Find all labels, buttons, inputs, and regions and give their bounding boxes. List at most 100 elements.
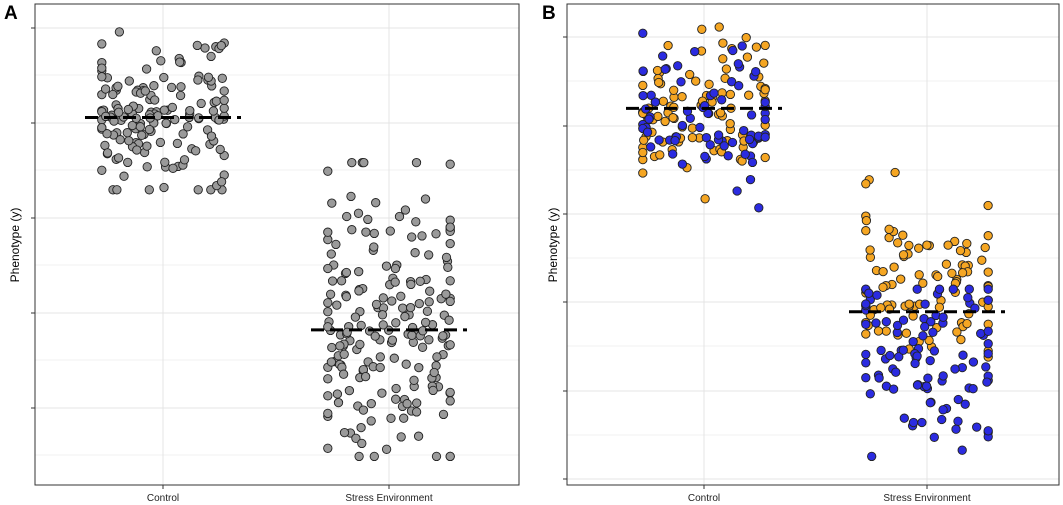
panel-a-point-0-108 <box>123 157 133 168</box>
panel-a-point-1-89 <box>443 262 453 272</box>
panel-a-point-1-165 <box>445 451 455 462</box>
panel-a-point-1-57 <box>342 211 352 222</box>
panel-b-point-0-76 <box>638 80 648 91</box>
panel-a-point-1-150 <box>445 387 455 398</box>
panel-b-point-0-73 <box>669 85 679 95</box>
panel-b-point-0-29 <box>741 32 751 43</box>
panel-a-y-axis-label: Phenotype (y) <box>8 208 22 283</box>
panel-a-point-1-2 <box>407 232 417 242</box>
panel-b-point-2-91 <box>890 167 900 178</box>
panel-b-point-2-21 <box>914 243 924 253</box>
panel-a-point-1-159 <box>346 191 356 202</box>
panel-b-point-3-95 <box>983 284 993 294</box>
panel-a-point-0-141 <box>108 89 118 100</box>
panel-b-point-2-37 <box>952 327 962 337</box>
panel-a-point-1-121 <box>420 194 431 204</box>
panel-a-point-1-54 <box>385 226 395 236</box>
panel-a-point-0-83 <box>124 136 134 146</box>
panel-a-border <box>34 3 520 486</box>
panel-b-points <box>638 22 993 462</box>
panel-a-xtick-label-stress: Stress Environment <box>345 493 432 504</box>
panel-b-point-3-97 <box>938 312 948 322</box>
panel-b-point-2-40 <box>861 179 871 189</box>
panel-a-point-1-192 <box>338 369 349 379</box>
panel-b-point-1-22 <box>737 41 747 51</box>
panel-a-point-1-29 <box>332 389 343 399</box>
panel-a-point-1-135 <box>445 276 455 286</box>
panel-b-point-1-24 <box>745 174 756 185</box>
panel-b-point-3-53 <box>892 320 903 331</box>
panel-a-point-0-103 <box>196 98 206 109</box>
panel-b-point-1-30 <box>746 110 757 120</box>
panel-a-point-0-98 <box>166 82 177 93</box>
panel-b-letter: B <box>542 3 556 24</box>
panel-a-point-1-93 <box>411 407 422 417</box>
panel-b-point-0-27 <box>718 38 728 48</box>
panel-a-point-1-26 <box>445 238 455 249</box>
panel-a-point-1-14 <box>396 432 406 442</box>
panel-a-point-0-84 <box>142 162 152 172</box>
panel-b-point-3-58 <box>948 284 958 294</box>
panel-b-point-1-47 <box>744 134 755 145</box>
panel-b-point-3-56 <box>964 284 974 294</box>
panel-b-point-1-74 <box>713 130 724 140</box>
panel-b-point-2-58 <box>889 262 899 272</box>
panel-a-point-1-39 <box>327 342 337 353</box>
panel-a-point-1-182 <box>353 208 364 218</box>
panel-a: A Phenotype (y) Control Stress Environme… <box>4 3 520 504</box>
panel-a-point-0-80 <box>219 103 229 113</box>
panel-b-y-axis-label: Phenotype (y) <box>546 208 560 283</box>
panel-a-letter: A <box>4 3 18 24</box>
panel-b-point-3-28 <box>925 355 935 366</box>
panel-a-point-1-41 <box>381 261 392 271</box>
panel-a-point-1-188 <box>390 277 400 287</box>
panel-a-point-0-71 <box>175 90 186 101</box>
panel-a-point-0-70 <box>168 163 178 173</box>
panel-a-point-1-47 <box>323 298 333 308</box>
panel-a-point-0-152 <box>97 72 107 82</box>
panel-b-point-3-99 <box>938 405 948 415</box>
panel-b-point-3-24 <box>923 373 933 383</box>
panel-a-point-0-123 <box>123 104 133 115</box>
panel-a-grid <box>35 4 519 485</box>
panel-a-point-1-55 <box>363 214 373 225</box>
panel-a-point-1-103 <box>332 300 342 310</box>
panel-a-point-1-148 <box>445 159 455 169</box>
panel-b-point-1-71 <box>701 132 712 143</box>
panel-a-point-0-156 <box>203 72 214 82</box>
panel-a-point-0-158 <box>144 124 155 135</box>
panel-a-point-1-67 <box>413 431 424 441</box>
panel-a-point-0-90 <box>119 171 129 181</box>
panel-b-point-0-51 <box>744 90 754 100</box>
panel-b-point-3-73 <box>865 389 875 399</box>
panel-b-point-3-75 <box>876 345 886 356</box>
panel-b-point-3-60 <box>917 417 927 428</box>
panel-a-point-0-145 <box>114 107 124 117</box>
panel-a-point-1-161 <box>377 388 387 398</box>
panel-a-point-1-82 <box>323 443 333 453</box>
panel-a-point-1-132 <box>387 296 397 306</box>
panel-b-point-1-66 <box>660 64 670 74</box>
panel-b-point-3-67 <box>938 371 948 381</box>
panel-a-point-1-38 <box>369 228 379 239</box>
panel-a-point-0-100 <box>216 177 227 187</box>
panel-a-xtick-label-control: Control <box>147 493 179 504</box>
panel-b-point-2-8 <box>941 259 952 269</box>
panel-b-point-2-75 <box>898 250 909 260</box>
panel-b-point-0-66 <box>697 24 707 34</box>
panel-a-point-1-48 <box>339 427 350 438</box>
panel-a-point-0-127 <box>113 81 123 91</box>
panel-a-point-1-183 <box>386 413 396 423</box>
panel-a-point-1-151 <box>422 306 433 316</box>
panel-b-point-3-17 <box>912 284 922 294</box>
panel-b-point-1-52 <box>646 142 656 152</box>
panel-a-point-1-176 <box>350 312 361 322</box>
panel-b-point-2-92 <box>957 268 968 278</box>
panel-a-ticks <box>31 27 390 489</box>
panel-a-point-1-179 <box>402 399 412 409</box>
panel-a-point-0-54 <box>178 129 188 139</box>
panel-a-point-1-197 <box>347 225 357 235</box>
panel-a-point-1-144 <box>357 438 367 449</box>
panel-b-point-3-78 <box>925 398 935 408</box>
panel-a-points <box>97 27 455 462</box>
